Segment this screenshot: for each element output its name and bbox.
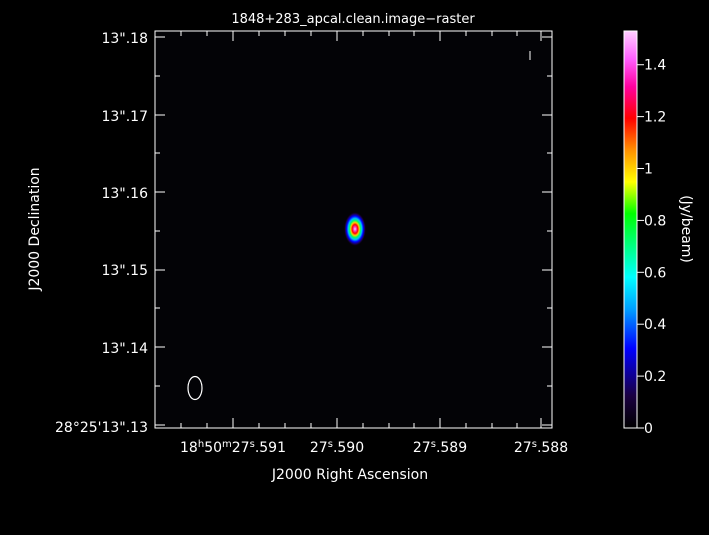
colorbar-tick-label: 0.6 [644,265,666,281]
colorbar: 0 0.2 0.4 0.6 0.8 1 1.2 1.4 (Jy/beam) [623,30,694,437]
beam-ellipse [187,375,203,401]
y-tick-label: 28°25'13".13 [55,420,148,436]
colorbar-tick-label: 1 [644,162,653,178]
colorbar-label: (Jy/beam) [678,195,694,263]
plot-area [154,30,553,429]
x-tick-label: 27s.589 [413,439,467,456]
colorbar-tick-label: 1.4 [644,58,666,74]
x-tick-label: 27s.588 [514,439,568,456]
colorbar-tick-label: 0 [644,421,653,437]
y-tick-label: 13".15 [101,263,148,279]
colorbar-tick-label: 0.4 [644,317,666,333]
x-tick-labels: 18h50m27s.591 27s.590 27s.589 27s.588 [180,439,568,456]
colorbar-gradient [623,30,638,429]
source-blob [344,212,366,246]
chart-title: 1848+283_apcal.clean.image−raster [231,12,475,27]
colorbar-tick-label: 0.8 [644,213,666,229]
colorbar-tick-label: 1.2 [644,110,666,126]
y-tick-label: 13".18 [101,31,148,47]
y-tick-label: 13".16 [101,186,148,202]
x-axis-label: J2000 Right Ascension [271,467,428,483]
x-tick-label: 27s.590 [310,439,364,456]
y-tick-labels: 13".18 13".17 13".16 13".15 13".14 28°25… [55,31,148,436]
y-axis-label: J2000 Declination [27,167,43,291]
colorbar-tick-label: 0.2 [644,369,666,385]
y-tick-label: 13".17 [101,109,148,125]
y-tick-label: 13".14 [101,341,148,357]
x-tick-label: 18h50m27s.591 [180,439,286,456]
